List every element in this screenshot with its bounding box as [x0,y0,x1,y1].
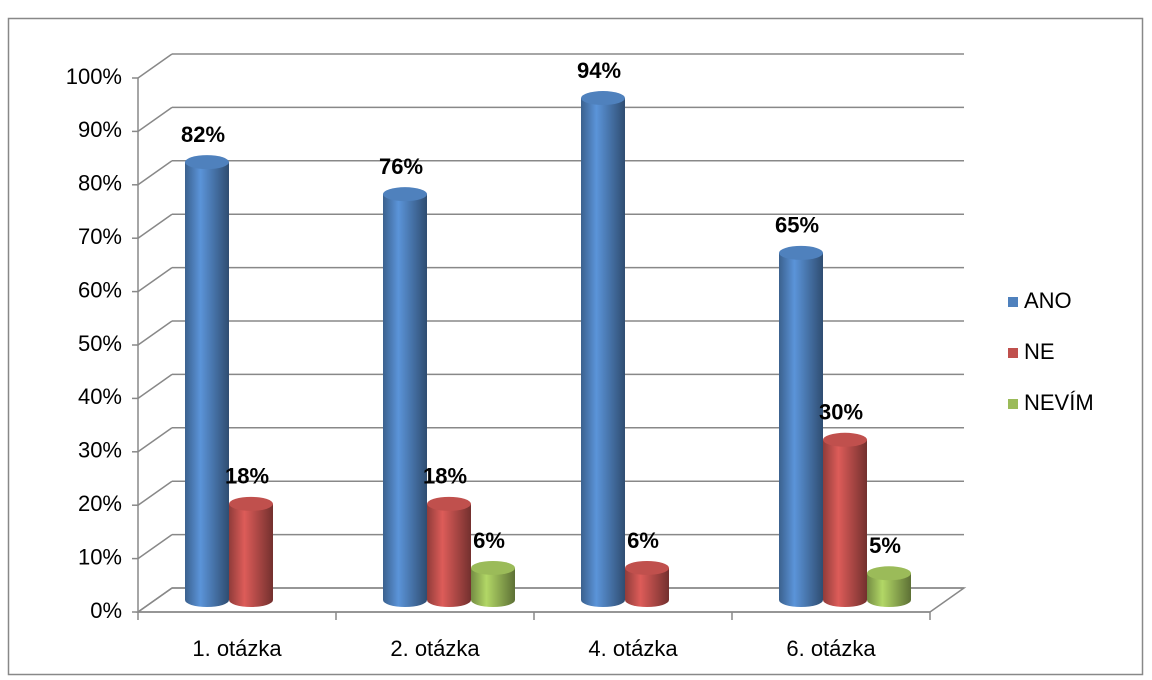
y-tick-label: 60% [78,277,122,302]
x-tick-label: 2. otázka [390,636,480,661]
bar-body [185,162,229,600]
grid-line-side [137,160,173,186]
data-label: 94% [577,58,621,83]
legend-label: ANO [1024,288,1072,313]
bar-top [185,155,229,170]
y-tick-label: 80% [78,171,122,196]
bar [427,496,471,607]
grid-line-side [137,53,173,79]
legend-swatch [1008,399,1018,409]
bar [229,496,273,607]
bar-top [471,560,515,575]
data-label: 5% [869,533,901,558]
bar-top [581,91,625,106]
bar [867,566,911,607]
y-tick-label: 50% [78,331,122,356]
y-tick-label: 70% [78,224,122,249]
bar-body [779,252,823,600]
y-tick-label: 40% [78,384,122,409]
grid-line-side [137,320,173,346]
legend-swatch [1008,348,1018,358]
y-tick-label: 30% [78,438,122,463]
data-label: 18% [423,464,467,489]
legend-swatch [1008,297,1018,307]
bar-body [823,439,867,600]
grid-line-side [137,587,173,613]
grid-line-side [137,213,173,239]
bar-top [229,496,273,511]
grid-line-side [137,480,173,506]
grid-line-side [137,427,173,453]
bar-top [383,187,427,202]
data-label: 82% [181,122,225,147]
bar-top [779,245,823,260]
bar-body [383,194,427,600]
chart-frame [7,17,1144,676]
bar-body [229,503,273,600]
y-tick-label: 10% [78,544,122,569]
data-label: 6% [627,528,659,553]
bar-top [823,432,867,447]
grid-line-side [137,533,173,560]
legend-label: NE [1024,339,1055,364]
y-tick-label: 20% [78,491,122,516]
bar-body [581,98,625,600]
bar [581,91,625,607]
grid-line-side [137,373,173,400]
bar [383,187,427,607]
bar-top [867,566,911,581]
grid-line-side [137,266,173,293]
bar-top [625,560,669,575]
data-label: 18% [225,464,269,489]
data-label: 30% [819,400,863,425]
bar [625,560,669,607]
y-tick-label: 90% [78,117,122,142]
x-tick-label: 4. otázka [588,636,678,661]
x-tick-label: 1. otázka [192,636,282,661]
bar [823,432,867,607]
data-label: 65% [775,213,819,238]
y-tick-label: 0% [90,598,122,623]
y-tick-label: 100% [66,64,122,89]
legend-label: NEVÍM [1024,390,1094,415]
data-label: 76% [379,154,423,179]
data-label: 6% [473,528,505,553]
bar [185,155,229,607]
bar-body [427,503,471,600]
grid-line-side [137,106,173,133]
bar-top [427,496,471,511]
x-tick-label: 6. otázka [786,636,876,661]
bar [779,245,823,607]
bar [471,560,515,607]
